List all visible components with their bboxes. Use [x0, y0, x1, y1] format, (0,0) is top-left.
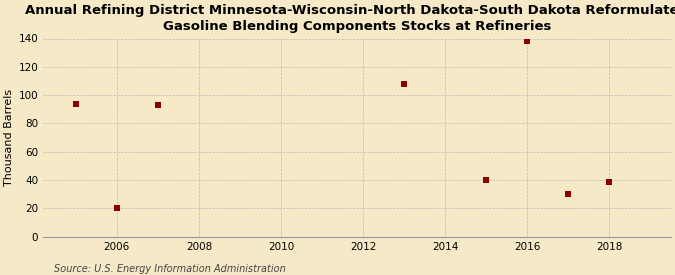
Point — [563, 192, 574, 196]
Point — [153, 103, 163, 107]
Point — [481, 178, 491, 182]
Point — [399, 82, 410, 86]
Point — [70, 101, 81, 106]
Title: Annual Refining District Minnesota-Wisconsin-North Dakota-South Dakota Reformula: Annual Refining District Minnesota-Wisco… — [26, 4, 675, 33]
Point — [111, 206, 122, 211]
Point — [522, 39, 533, 43]
Point — [604, 179, 615, 184]
Y-axis label: Thousand Barrels: Thousand Barrels — [4, 89, 14, 186]
Text: Source: U.S. Energy Information Administration: Source: U.S. Energy Information Administ… — [54, 264, 286, 274]
